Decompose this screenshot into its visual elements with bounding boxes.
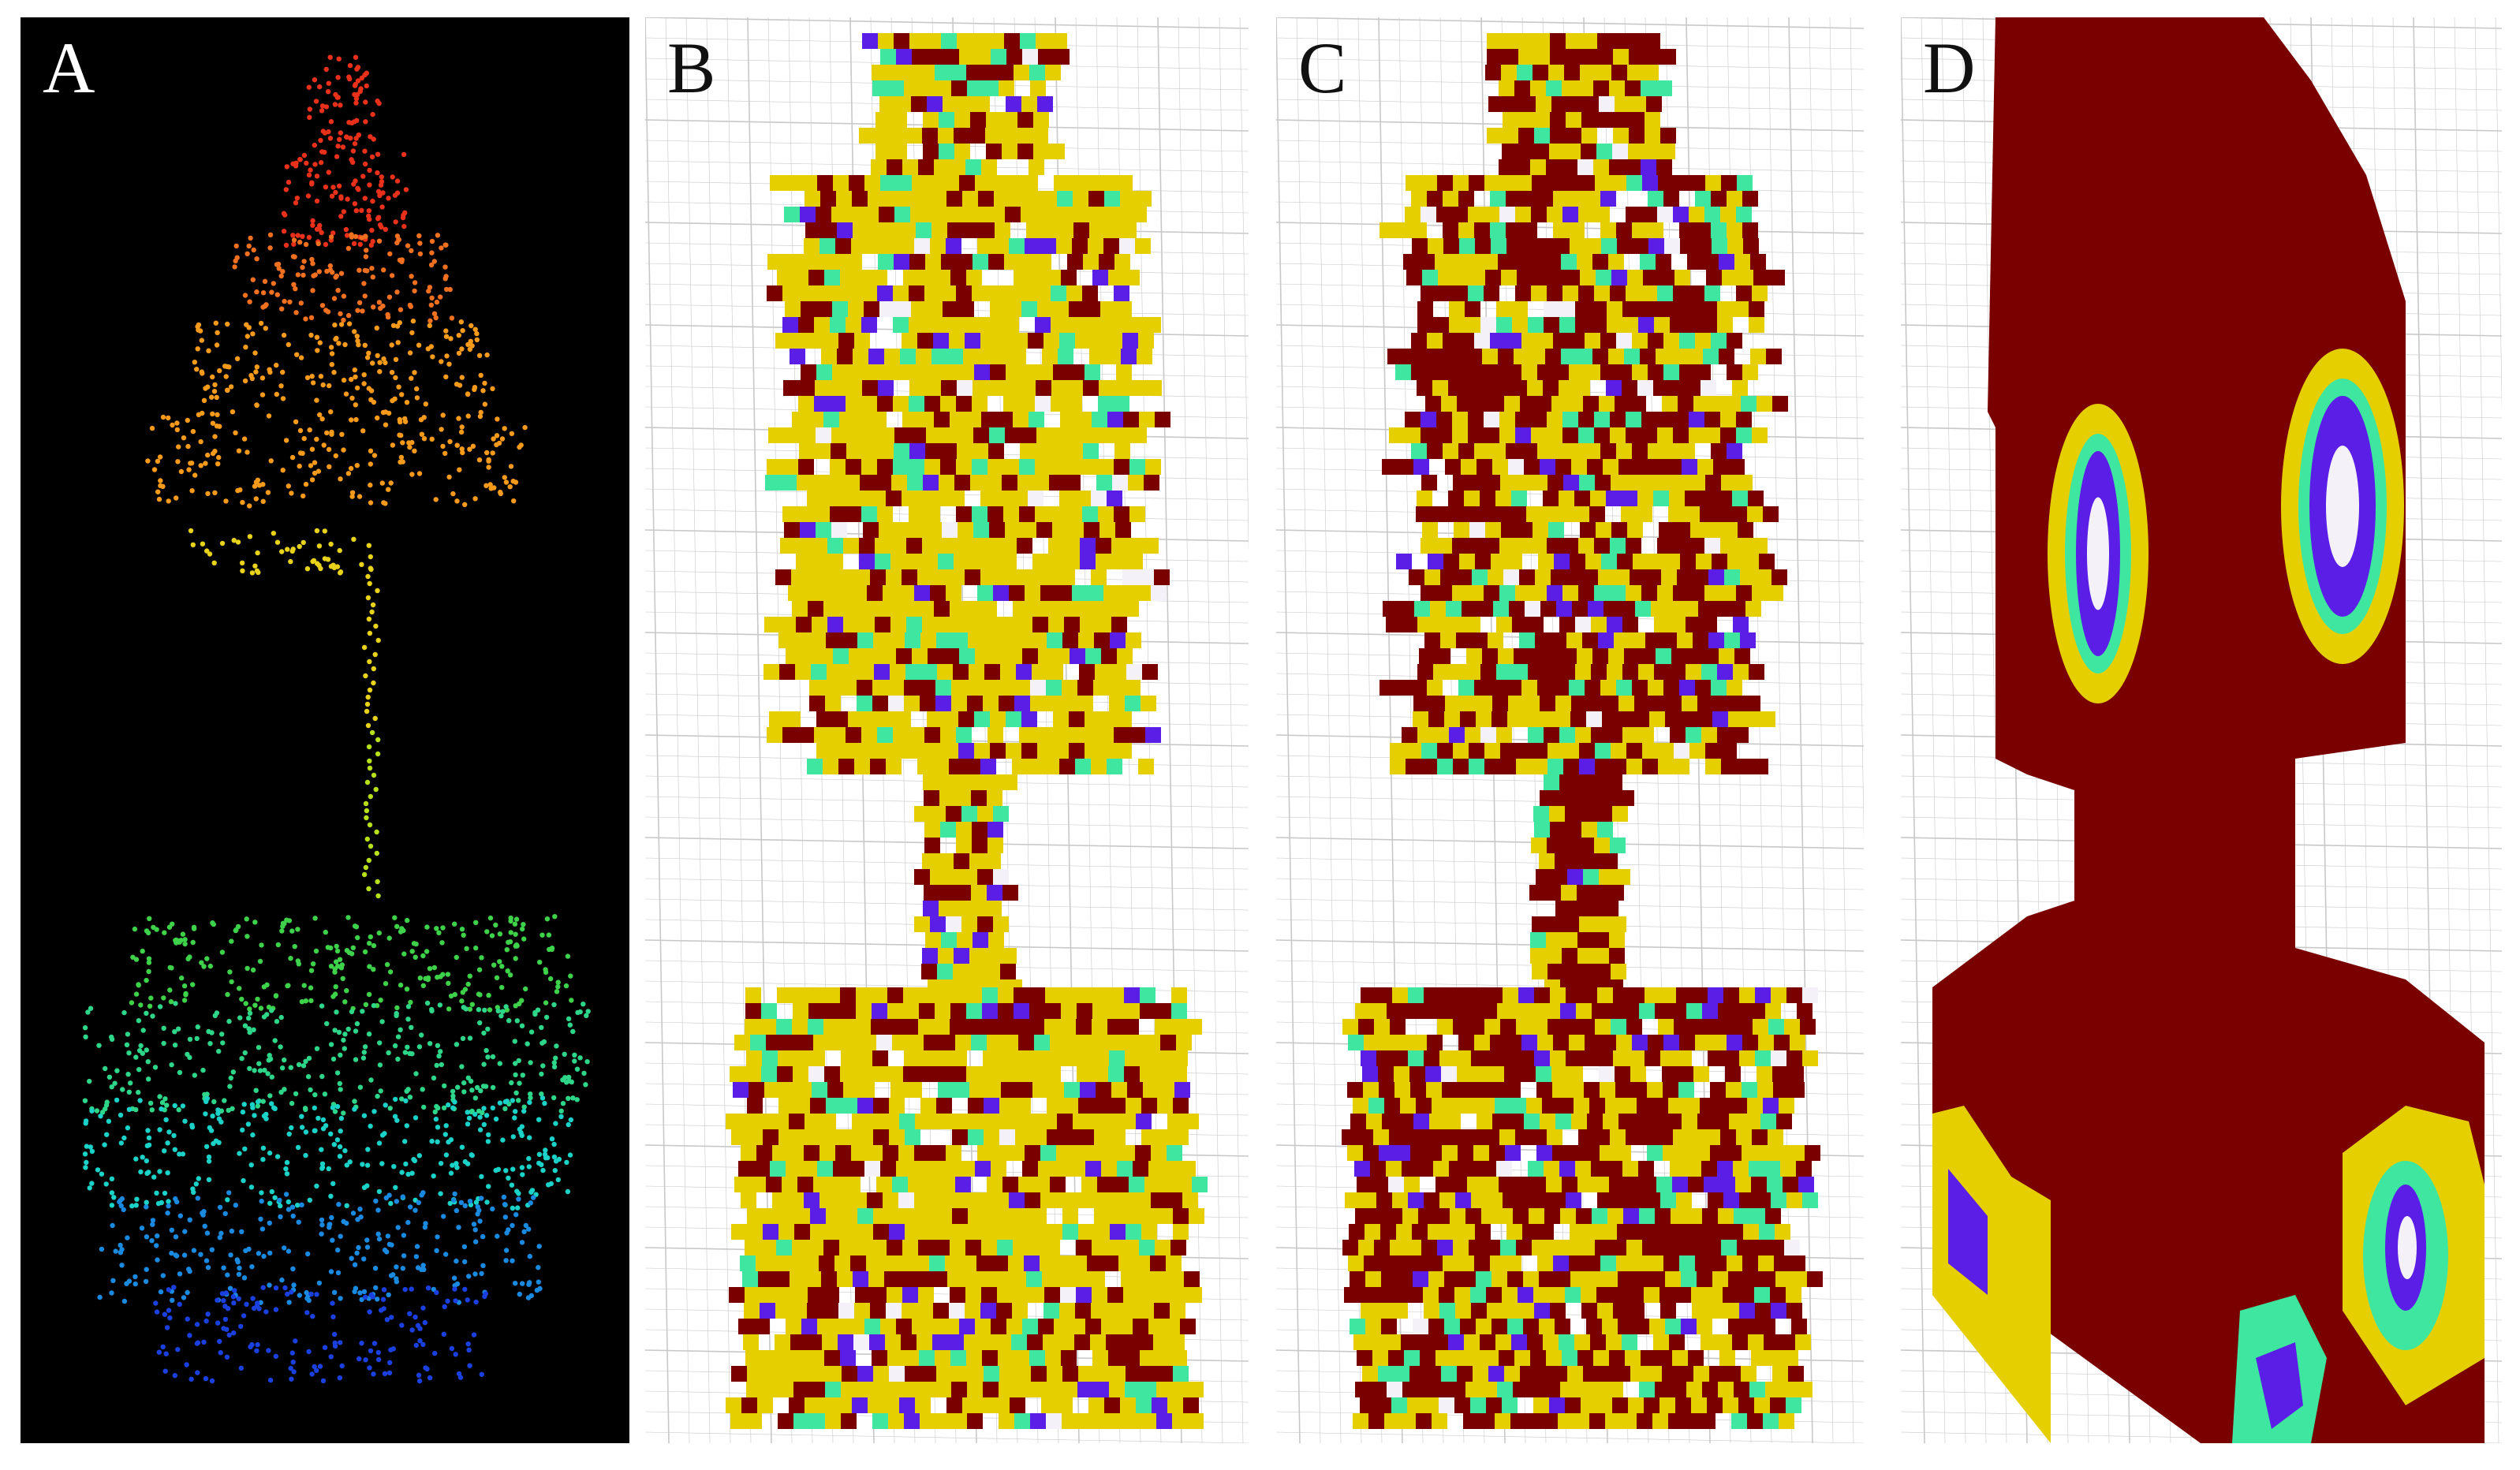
voxel-tree-d xyxy=(1901,17,2502,1443)
voxel-tree-c xyxy=(1276,17,1864,1443)
voxel-tree-b xyxy=(645,17,1249,1443)
panel-d-voxel-grid: D xyxy=(1901,17,2502,1443)
panel-label-d: D xyxy=(1923,28,1976,108)
panel-label-c: C xyxy=(1298,28,1347,108)
panel-label-b: B xyxy=(667,28,716,108)
point-cloud-points xyxy=(82,54,591,1384)
cross-section-right xyxy=(2281,349,2404,664)
panel-b-voxel-grid: B xyxy=(645,17,1249,1443)
voxels xyxy=(1342,33,1823,1429)
point-cloud-tree xyxy=(82,54,591,1384)
voxels xyxy=(726,33,1208,1429)
cross-section-left xyxy=(2048,404,2149,703)
panel-c-voxel-grid: C xyxy=(1276,17,1864,1443)
panel-a-point-cloud: A xyxy=(21,17,629,1443)
panel-label-a: A xyxy=(43,28,95,108)
voxel-solid xyxy=(1932,17,2485,1443)
